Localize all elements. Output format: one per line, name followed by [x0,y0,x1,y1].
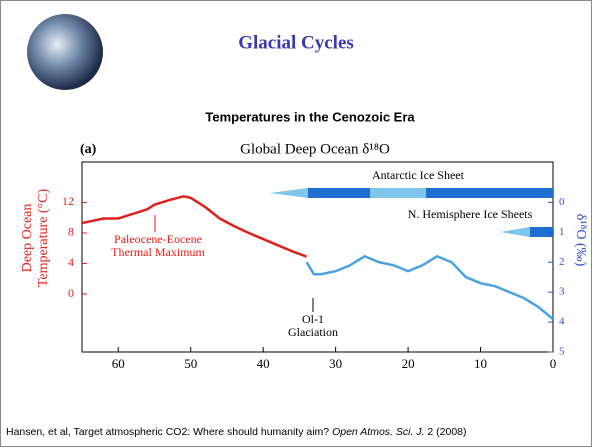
y-tick-label: 4 [68,255,74,269]
slide-title: Glacial Cycles [238,32,354,53]
x-tick-label: 0 [550,356,557,371]
y-tick-label: 0 [68,286,74,300]
annotation: Paleocene-Eocene [114,232,202,246]
y-tick-label: 8 [68,225,74,239]
y-tick-label: 12 [62,194,74,208]
panel-label: (a) [80,142,97,157]
ice-bar [370,188,426,198]
earth-icon [27,14,103,90]
y2-tick-label: 4 [559,316,565,328]
x-tick-label: 50 [184,356,197,371]
x-tick-label: 10 [474,356,487,371]
ice-bar [308,188,370,198]
y-axis-label: Temperature (°C) [36,189,51,288]
chart-title: Global Deep Ocean δ¹⁸O [240,141,390,157]
footer-text: 2 (2008) [424,426,466,438]
y2-tick-label: 1 [559,226,565,238]
x-tick-label: 30 [329,356,342,371]
x-tick-label: 60 [112,356,125,371]
annotation: N. Hemisphere Ice Sheets [408,207,533,221]
x-tick-label: 40 [257,356,270,371]
y2-tick-label: 5 [559,346,565,358]
ice-bar [530,227,553,237]
y2-axis-label: δ¹⁸O (‰) [573,214,588,267]
ice-bar [270,188,308,198]
footer-text: Open Atmos. Sci. J. [332,426,424,438]
x-tick-label: 20 [402,356,415,371]
y2-tick-label: 2 [559,256,565,268]
y2-tick-label: 0 [559,196,565,208]
annotation: Glaciation [288,325,338,339]
footer: Hansen, et al, Target atmospheric CO2: W… [6,426,467,438]
slide-subtitle: Temperatures in the Cenozoic Era [205,109,415,124]
footer-text: Hansen, et al, Target atmospheric CO2: W… [6,426,332,438]
y-axis-label: Deep Ocean [20,204,35,273]
data-line [305,255,554,321]
plot-frame [81,161,554,353]
ice-bar [500,227,530,237]
data-line [81,195,308,258]
y2-tick-label: 3 [559,286,565,298]
annotation: Antarctic Ice Sheet [372,168,465,182]
ice-bar [426,188,553,198]
annotation: Ol-1 [302,312,324,326]
annotation: Thermal Maximum [111,245,205,259]
